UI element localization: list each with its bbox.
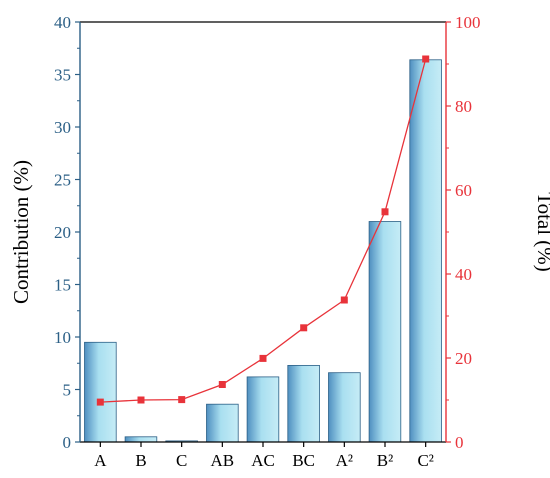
x-tick-label: A² (336, 451, 353, 470)
y-axis-title: Contribution (%) (9, 160, 33, 304)
bar-A (84, 341, 117, 443)
y2-tick-label: 60 (455, 181, 472, 200)
bar-AB (206, 403, 239, 443)
total-point-AB (218, 381, 226, 388)
bar-B (124, 436, 158, 443)
x-tick-label: AB (211, 451, 235, 470)
y-tick-label: 15 (54, 276, 71, 295)
total-point-C (178, 396, 186, 404)
total-point-C² (422, 55, 430, 63)
y-tick-label: 35 (54, 66, 71, 85)
bar-BC (287, 364, 320, 443)
bar-B² (368, 221, 402, 443)
total-point-A (96, 398, 104, 406)
y-tick-label: 25 (54, 171, 71, 190)
total-point-A² (340, 296, 348, 304)
y2-tick-label: 100 (455, 13, 481, 32)
y2-tick-label: 80 (455, 97, 472, 116)
y-tick-label: 40 (54, 13, 71, 32)
x-tick-label: A (94, 451, 107, 470)
y2-tick-label: 0 (455, 433, 464, 452)
bar-AC (246, 376, 280, 443)
x-tick-label: B (135, 451, 146, 470)
total-point-B² (381, 208, 389, 216)
y2-tick-label: 20 (455, 349, 472, 368)
y-tick-label: 5 (63, 381, 72, 400)
x-tick-label: BC (292, 451, 315, 470)
bar-C² (409, 59, 442, 443)
y2-tick-label: 40 (455, 265, 472, 284)
total-point-BC (300, 324, 308, 332)
y2-axis-title: Total (%) (533, 192, 550, 272)
x-tick-label: AC (251, 451, 275, 470)
total-point-B (137, 396, 145, 404)
x-tick-label: C² (417, 451, 433, 470)
bar-A² (328, 372, 361, 443)
x-tick-label: B² (377, 451, 393, 470)
total-point-AC (259, 354, 267, 362)
x-tick-label: C (176, 451, 187, 470)
y-tick-label: 20 (54, 223, 71, 242)
y-tick-label: 10 (54, 328, 71, 347)
y-tick-label: 30 (54, 118, 71, 137)
y-tick-label: 0 (63, 433, 72, 452)
